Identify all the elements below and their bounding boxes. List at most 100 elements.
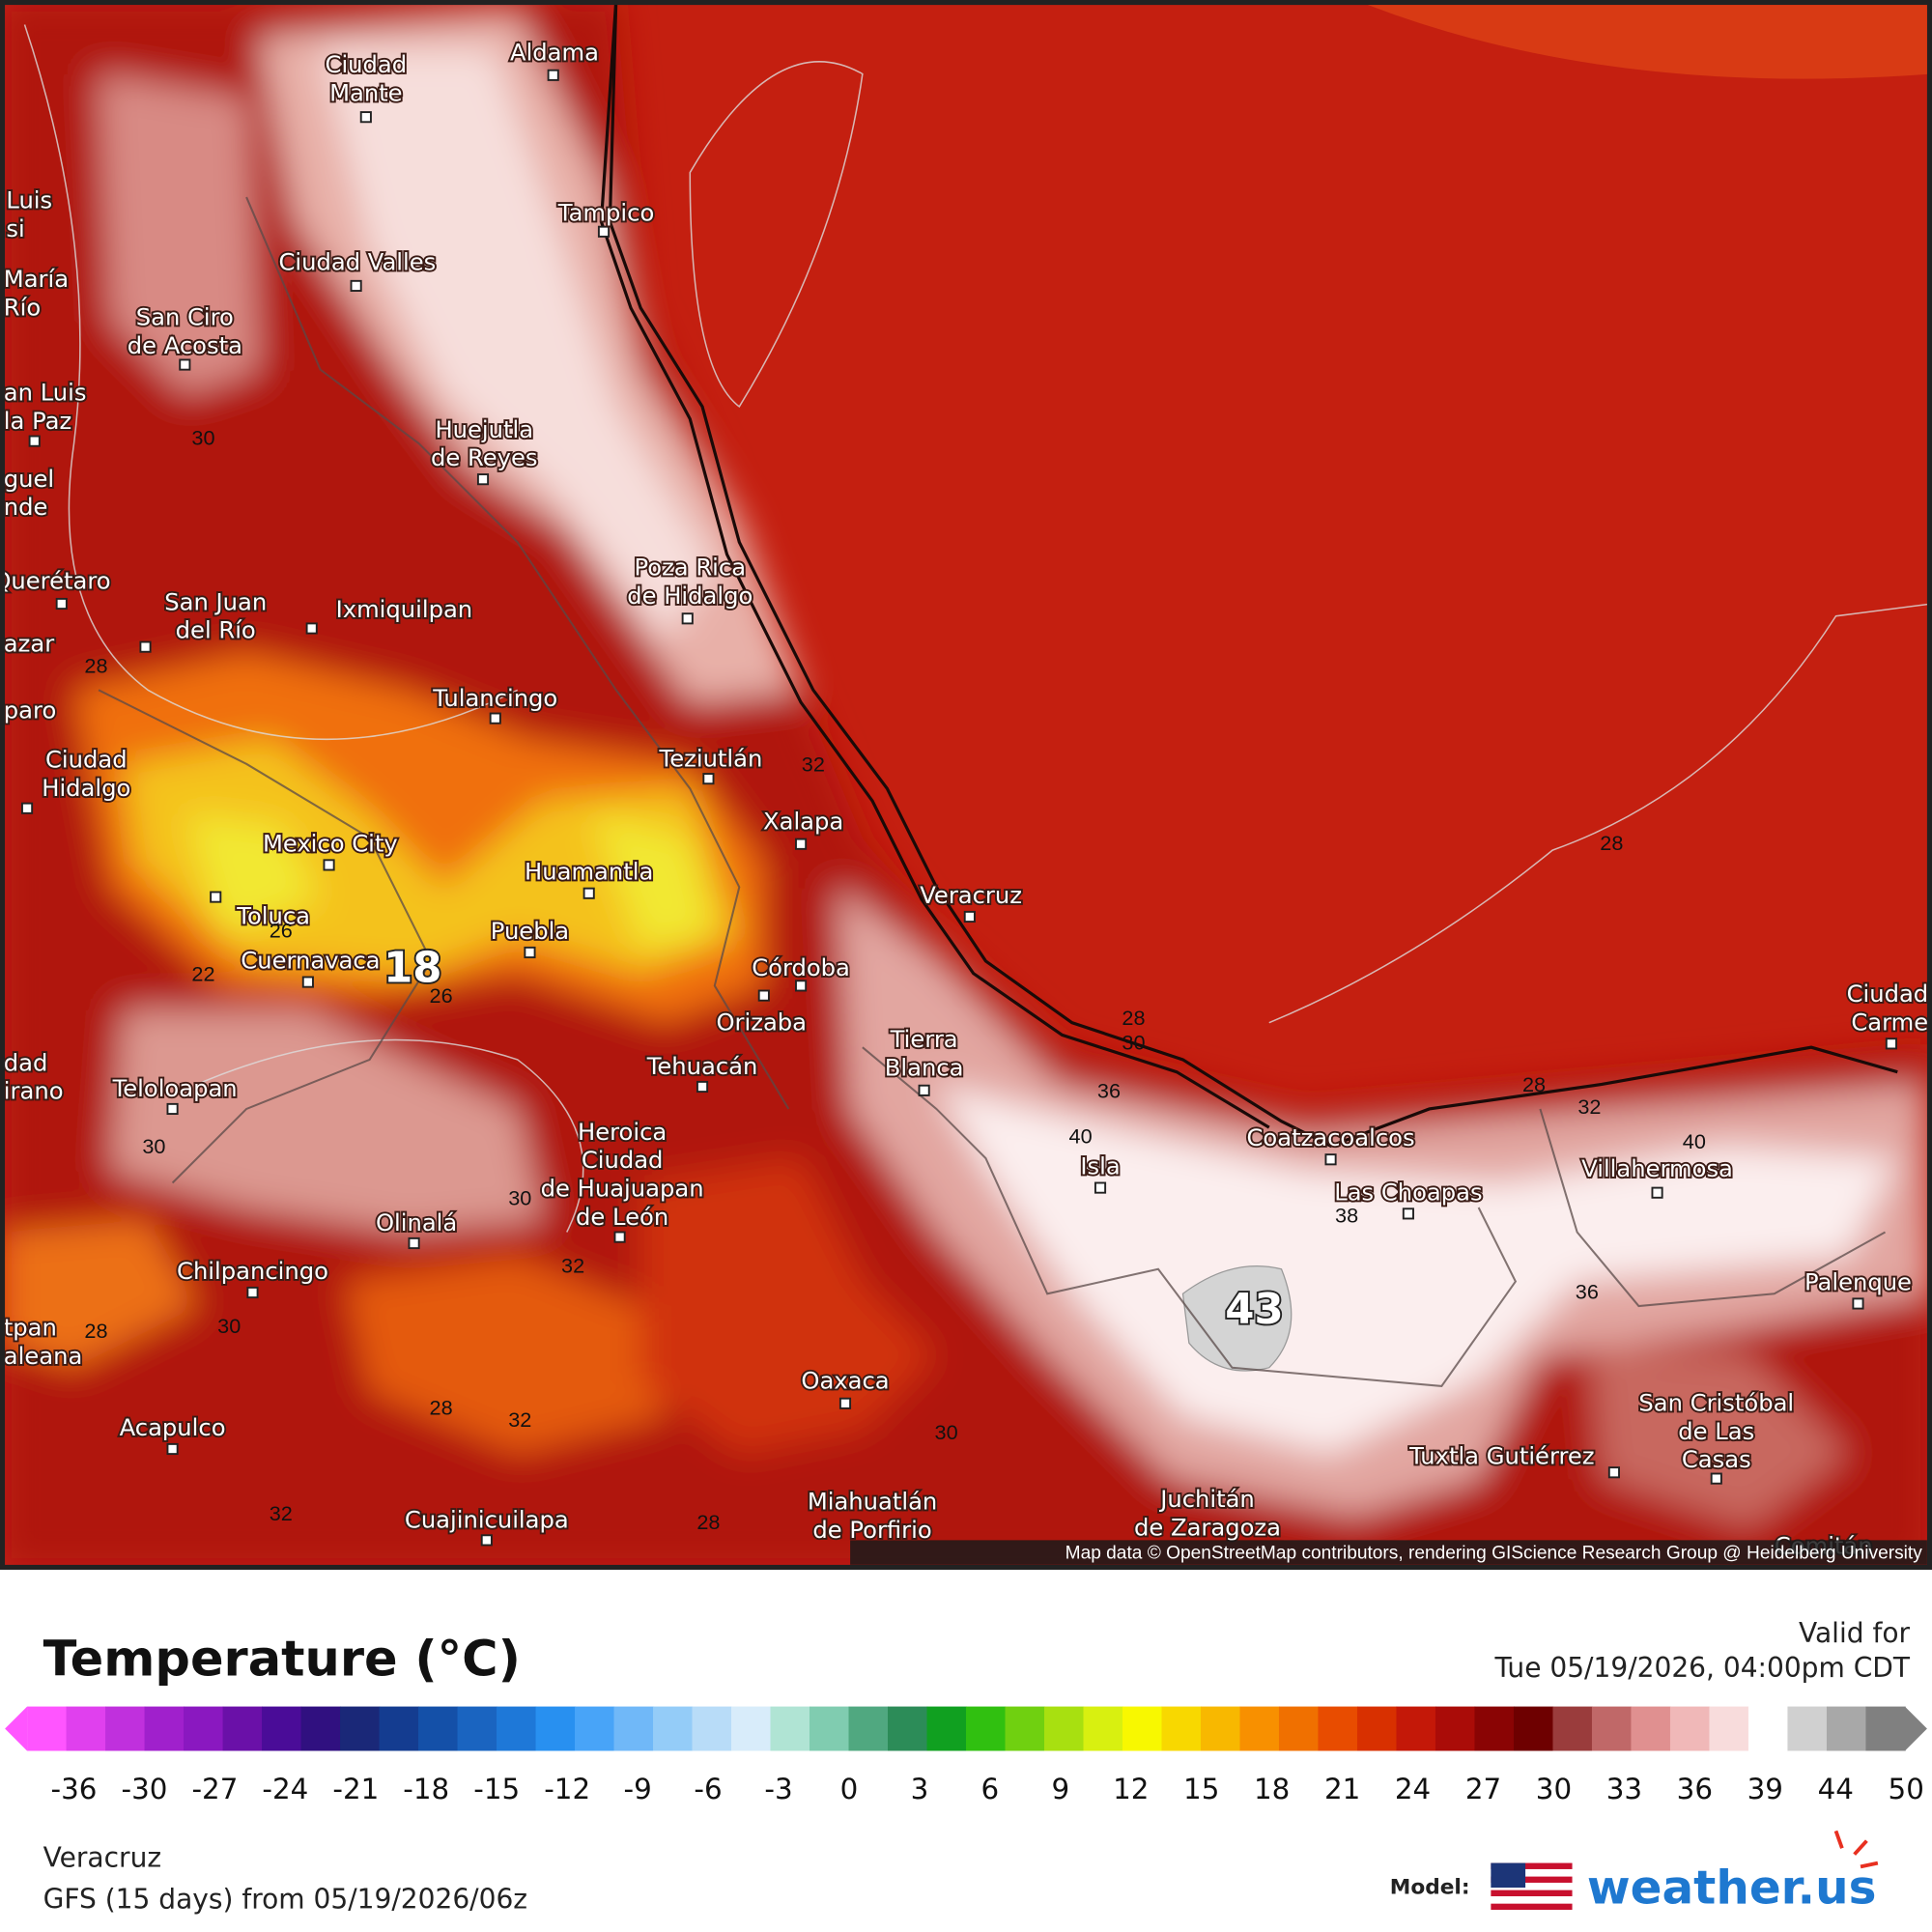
city-label: de Porfirio xyxy=(812,1517,931,1544)
legend-tick-label: 3 xyxy=(911,1773,929,1805)
contour-label: 30 xyxy=(935,1420,958,1444)
city-label: la Paz xyxy=(4,408,71,435)
contour-label: 30 xyxy=(508,1185,531,1209)
contour-label: 30 xyxy=(142,1134,165,1158)
city-label: Córdoba xyxy=(752,954,850,981)
city-label: Isla xyxy=(1080,1153,1120,1180)
city-marker xyxy=(582,887,595,899)
city-label: Puebla xyxy=(491,918,569,945)
legend-swatch xyxy=(1747,1706,1789,1751)
legend-swatch xyxy=(1161,1706,1202,1751)
legend-swatch xyxy=(1318,1706,1358,1751)
legend-swatch xyxy=(926,1706,967,1751)
legend-swatch xyxy=(105,1706,146,1751)
legend-swatch xyxy=(1826,1706,1867,1751)
legend-tick-label: -3 xyxy=(764,1773,792,1805)
city-marker xyxy=(963,910,976,923)
city-label: guel xyxy=(4,466,54,493)
city-label: Tulancingo xyxy=(432,685,557,712)
contour-label: 40 xyxy=(1683,1129,1706,1153)
color-legend: -36 -30 -27 -24 -21 -18 -15 -12 -9 -6 -3 0 3 6 9 12 15 18… xyxy=(5,1706,1927,1805)
city-marker xyxy=(139,640,152,653)
legend-swatch xyxy=(1787,1706,1828,1751)
legend-tick-label: -27 xyxy=(191,1773,238,1805)
legend-swatch xyxy=(966,1706,1007,1751)
city-label: Olinalá xyxy=(376,1209,457,1236)
city-marker xyxy=(702,773,715,785)
city-marker xyxy=(210,891,222,903)
contour-label: 32 xyxy=(1577,1094,1601,1119)
legend-tick-label: -15 xyxy=(473,1773,520,1805)
legend-swatch xyxy=(1591,1706,1633,1751)
attribution-bg xyxy=(850,1540,1927,1565)
city-label: Juchitán xyxy=(1158,1486,1255,1513)
city-label: dad xyxy=(4,1049,48,1076)
city-marker xyxy=(28,435,41,447)
city-marker xyxy=(166,1442,179,1456)
legend-swatch xyxy=(418,1706,459,1751)
city-label: de Acosta xyxy=(128,332,242,359)
city-label: Ciudad xyxy=(45,747,128,774)
city-marker xyxy=(1885,1037,1897,1050)
city-label: Miahuatlán xyxy=(808,1489,937,1516)
city-marker xyxy=(1607,1466,1620,1479)
legend-swatch xyxy=(1552,1706,1593,1751)
legend-swatch xyxy=(262,1706,302,1751)
city-marker xyxy=(757,989,770,1002)
city-label: del Río xyxy=(176,617,256,644)
contour-label: 28 xyxy=(1600,831,1623,855)
land-fields xyxy=(5,5,1927,1565)
city-marker xyxy=(547,69,559,81)
city-label: Teloloapan xyxy=(112,1075,238,1102)
location: Veracruz xyxy=(43,1841,161,1873)
legend-tick-label: 6 xyxy=(981,1773,1000,1805)
city-label: de Zaragoza xyxy=(1134,1514,1281,1541)
legend-swatch xyxy=(1122,1706,1163,1751)
city-label: Blanca xyxy=(885,1055,964,1082)
legend-swatch xyxy=(1083,1706,1123,1751)
city-label: Hidalgo xyxy=(42,775,130,802)
legend-tick-label: 24 xyxy=(1395,1773,1431,1805)
city-label: tpan xyxy=(4,1315,57,1342)
city-marker xyxy=(359,111,372,124)
contour-label: 30 xyxy=(217,1314,241,1338)
city-label: Querétaro xyxy=(0,568,111,595)
legend-swatch xyxy=(810,1706,850,1751)
legend-tick-label: -6 xyxy=(694,1773,722,1805)
city-label: San Juan xyxy=(164,588,267,615)
legend-tick-label: 18 xyxy=(1254,1773,1290,1805)
city-marker xyxy=(1710,1472,1722,1485)
valid-time: Tue 05/19/2026, 04:00pm CDT xyxy=(1494,1652,1911,1684)
legend-tick-label: -12 xyxy=(544,1773,590,1805)
city-label: Carme xyxy=(1851,1009,1928,1036)
legend-swatch xyxy=(379,1706,419,1751)
contour-label: 38 xyxy=(1335,1203,1358,1227)
legend-tick-label: -30 xyxy=(122,1773,168,1805)
city-marker xyxy=(489,712,501,724)
city-label: si xyxy=(6,215,24,242)
city-label: Aldama xyxy=(510,40,599,67)
legend-swatch xyxy=(1239,1706,1280,1751)
legend-swatch xyxy=(1865,1706,1906,1751)
legend-swatch xyxy=(613,1706,654,1751)
contour-label: 32 xyxy=(561,1254,584,1278)
city-label: Acapulco xyxy=(120,1414,226,1441)
city-label: Tampico xyxy=(557,199,654,226)
legend-swatch xyxy=(535,1706,576,1751)
city-label: Palenque xyxy=(1804,1268,1912,1295)
legend-tick-label: 12 xyxy=(1113,1773,1149,1805)
city-label: Ciudad xyxy=(326,51,408,78)
city-marker xyxy=(179,358,191,371)
legend-tick-label: 50 xyxy=(1889,1773,1924,1805)
legend-swatch xyxy=(1474,1706,1515,1751)
city-marker xyxy=(55,597,68,611)
city-label: de Reyes xyxy=(431,444,537,471)
city-label: de Las xyxy=(1678,1418,1754,1445)
city-marker xyxy=(166,1102,179,1116)
city-label: Ixmiquilpan xyxy=(336,596,473,623)
legend-tick-label: 9 xyxy=(1051,1773,1069,1805)
city-label: Tierra xyxy=(890,1026,958,1053)
contour-label: 18 xyxy=(384,945,441,993)
